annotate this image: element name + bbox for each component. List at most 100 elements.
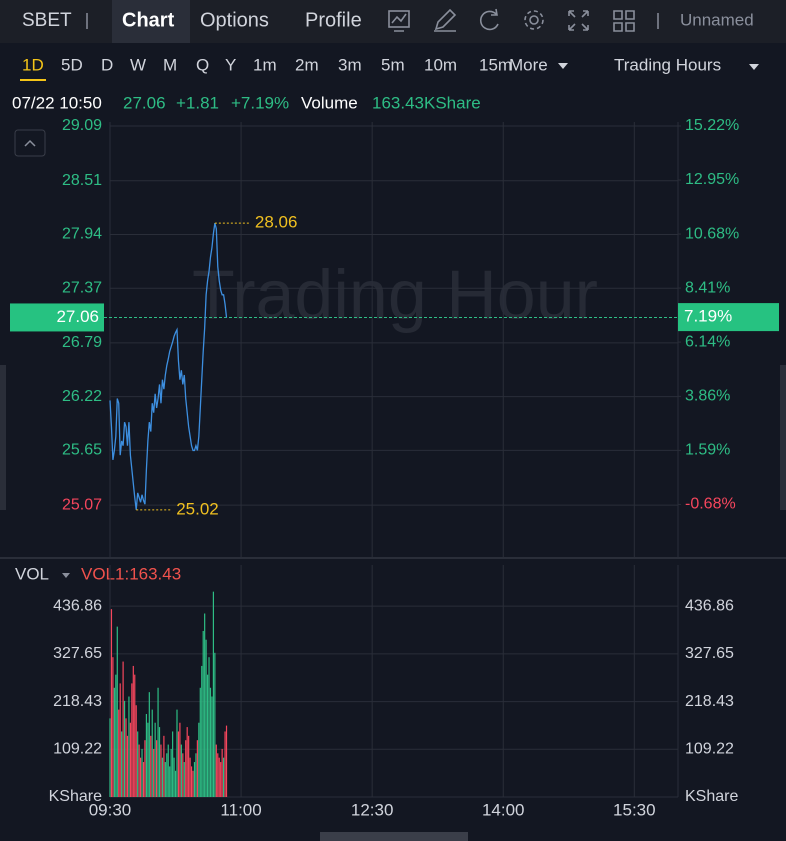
x-tick-label: 09:30 [89,800,132,819]
settings-icon[interactable] [529,15,539,25]
volume-bar [214,652,216,797]
side-handle[interactable] [0,365,6,510]
current-pct-label: 7.19% [684,307,732,326]
indicator-icon[interactable] [388,10,410,28]
volume-bar [202,630,204,797]
volume-bar [201,665,203,797]
quote-change: +1.81 [176,93,219,112]
y2-tick-label: 8.41% [685,279,730,296]
volume-bar [177,731,180,797]
tab[interactable]: Profile [305,9,362,31]
volume-bar [208,657,210,797]
vol-title: VOL [15,564,49,583]
volume-bar [122,661,124,797]
more-button[interactable]: More [509,55,548,74]
session-select[interactable]: Trading Hours [614,55,721,74]
volume-bar [225,725,228,797]
period-button[interactable]: 1m [253,55,277,74]
volume-bar [176,709,178,797]
active-tab-bg [112,0,190,43]
y-tick-label: 26.79 [62,334,102,351]
quote-price: 27.06 [123,93,166,112]
volume-bar [212,591,215,797]
volume-bar [218,757,220,797]
volume-bar [166,753,168,797]
layout-icon[interactable] [613,10,635,32]
volume-bar [215,744,217,797]
volume-bar [144,740,146,797]
period-button[interactable]: 10m [424,55,457,74]
y-tick-label: 327.65 [53,645,102,662]
volume-bar [134,674,136,797]
volume-bar [157,687,159,797]
x-tick-label: 15:30 [613,800,656,819]
session-caret [749,64,759,70]
period-button[interactable]: D [101,55,113,74]
side-handle[interactable] [780,365,786,510]
volume-bar [110,609,113,797]
period-button[interactable]: W [130,55,146,74]
symbol[interactable]: SBET [22,10,72,31]
vol-caret [62,573,70,578]
volume-bar [199,687,201,797]
volume-bar [116,626,118,797]
y-tick-label: 26.22 [62,388,102,405]
volume-bar [224,731,226,797]
y-tick-label: 25.65 [62,442,102,459]
tab[interactable]: Options [200,9,269,31]
scrollbar[interactable] [320,832,468,841]
volume-bar [142,762,145,797]
volume-bar [156,740,158,797]
refresh-icon[interactable] [479,8,499,31]
volume-bar [204,613,206,797]
quote-time: 07/22 10:50 [12,93,102,112]
price-line [109,222,228,510]
toolbar-icons [388,8,635,32]
volume-bar [128,696,130,797]
vol-indicator: VOL1:163.43 [81,564,181,583]
y-tick-label: 29.09 [62,117,102,134]
period-button[interactable]: 5D [61,55,83,74]
volume-bar [209,687,212,797]
period-button[interactable]: 2m [295,55,319,74]
volume-bar [118,709,120,797]
volume-bar [180,744,182,797]
volume-bar [150,735,152,797]
volume-bar [141,748,143,797]
period-button[interactable]: Q [196,55,209,74]
draw-icon[interactable] [434,8,457,32]
period-button[interactable]: 15m [479,55,512,74]
more-caret [558,63,568,69]
volume-bar [135,705,137,797]
period-button[interactable]: 3m [338,55,362,74]
layout-name[interactable]: Unnamed [680,10,754,29]
volume-bar [192,770,194,797]
volume-bar [119,683,121,797]
volume-bar [173,757,175,797]
tab[interactable]: Chart [122,9,175,31]
volume-bar [138,744,140,797]
volume-bar [190,766,193,797]
fullscreen-icon[interactable] [568,10,589,31]
period-button[interactable]: 5m [381,55,405,74]
y-tick-label: 27.94 [62,226,102,243]
x-tick-label: 14:00 [482,800,525,819]
collapse-button[interactable] [14,129,46,157]
volume-bar [153,748,155,797]
volume-bar [154,722,156,797]
volume-bar [131,683,133,797]
volume-bar [179,722,181,797]
volume-bar [170,748,172,797]
volume-bar [137,731,139,797]
y2-tick-label: 1.59% [685,442,730,459]
volume-bar [163,735,165,797]
volume-bar [126,735,129,797]
volume-label: Volume [301,93,358,112]
y2-tick-label: 12.95% [685,171,739,188]
period-button[interactable]: 1D [22,55,44,74]
period-button[interactable]: Y [225,55,236,74]
extreme-label: 28.06 [255,213,298,232]
volume-bar [158,727,161,797]
period-button[interactable]: M [163,55,177,74]
